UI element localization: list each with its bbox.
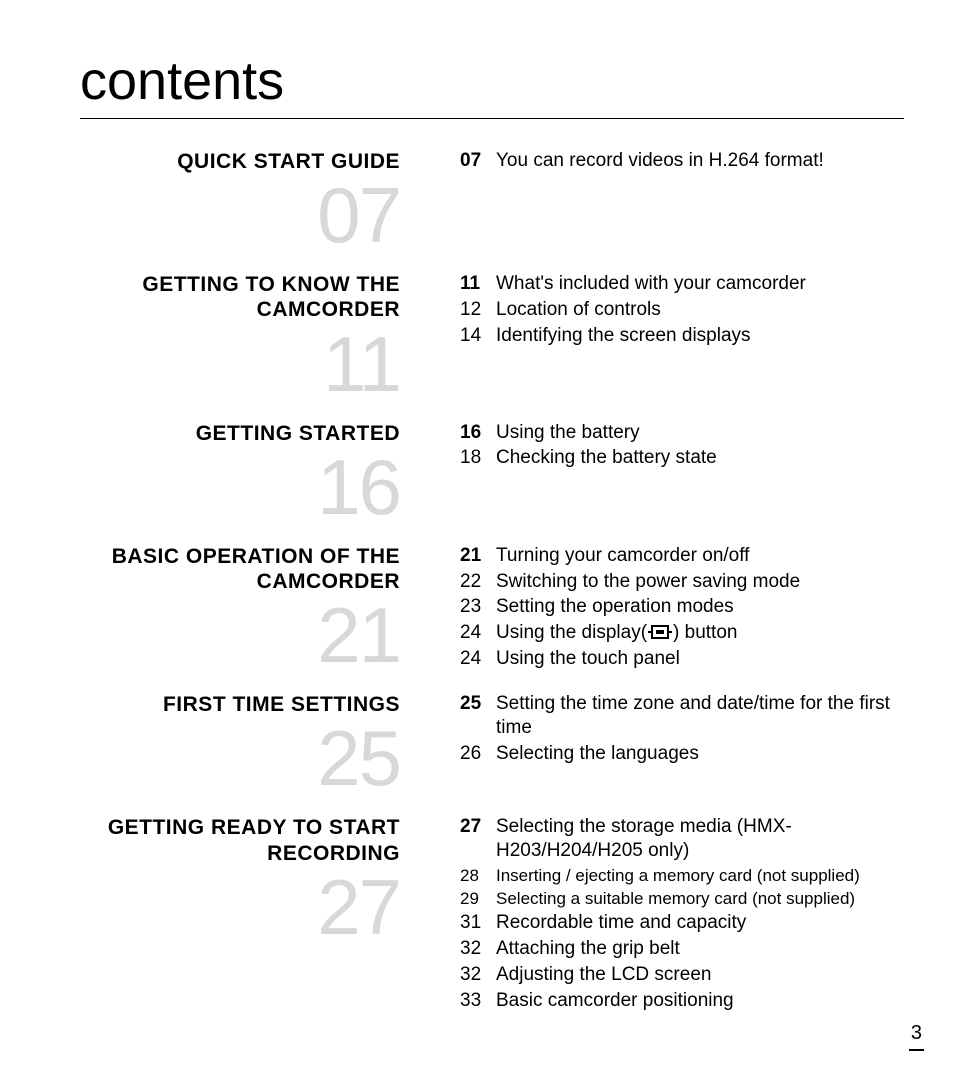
toc-entry: 24Using the touch panel	[460, 647, 894, 671]
entry-text: Setting the time zone and date/time for …	[496, 692, 894, 740]
section-entries: 07You can record videos in H.264 format!	[430, 149, 904, 175]
section-number: 11	[80, 325, 400, 403]
toc-section: BASIC OPERATION OF THE CAMCORDER2121Turn…	[80, 544, 904, 674]
entry-page: 32	[460, 937, 496, 961]
toc-entry: 26Selecting the languages	[460, 742, 894, 766]
entry-text: Adjusting the LCD screen	[496, 963, 894, 987]
entry-text: Checking the battery state	[496, 446, 894, 470]
section-left: GETTING READY TO START RECORDING27	[80, 815, 430, 945]
toc-entry: 11What's included with your camcorder	[460, 272, 894, 296]
toc-entry: 29Selecting a suitable memory card (not …	[460, 888, 894, 909]
entry-page: 27	[460, 815, 496, 839]
section-heading: BASIC OPERATION OF THE CAMCORDER	[80, 544, 400, 594]
entry-page: 16	[460, 421, 496, 445]
toc-entry: 22Switching to the power saving mode	[460, 570, 894, 594]
entry-page: 25	[460, 692, 496, 716]
entry-page: 11	[460, 272, 496, 296]
toc-entry: 28Inserting / ejecting a memory card (no…	[460, 865, 894, 886]
toc-entry: 32Attaching the grip belt	[460, 937, 894, 961]
section-number: 27	[80, 868, 400, 946]
entry-page: 24	[460, 621, 496, 645]
entry-text: Turning your camcorder on/off	[496, 544, 894, 568]
toc-entry: 33Basic camcorder positioning	[460, 989, 894, 1013]
toc-entry: 21Turning your camcorder on/off	[460, 544, 894, 568]
entry-text: Location of controls	[496, 298, 894, 322]
toc-entry: 24Using the display( ) button	[460, 621, 894, 645]
toc-sections: QUICK START GUIDE0707You can record vide…	[80, 149, 904, 1014]
section-entries: 25Setting the time zone and date/time fo…	[430, 692, 904, 767]
toc-entry: 31Recordable time and capacity	[460, 911, 894, 935]
section-number: 16	[80, 448, 400, 526]
entry-page: 23	[460, 595, 496, 619]
section-entries: 16Using the battery18Checking the batter…	[430, 421, 904, 473]
entry-page: 07	[460, 149, 496, 173]
entry-text: You can record videos in H.264 format!	[496, 149, 894, 173]
toc-section: FIRST TIME SETTINGS2525Setting the time …	[80, 692, 904, 797]
section-entries: 11What's included with your camcorder12L…	[430, 272, 904, 349]
entry-page: 26	[460, 742, 496, 766]
entry-page: 31	[460, 911, 496, 935]
entry-page: 14	[460, 324, 496, 348]
entry-text: Inserting / ejecting a memory card (not …	[496, 865, 894, 886]
section-number: 21	[80, 596, 400, 674]
section-left: GETTING STARTED16	[80, 421, 430, 526]
entry-text: Selecting a suitable memory card (not su…	[496, 888, 894, 909]
entry-text: Attaching the grip belt	[496, 937, 894, 961]
section-left: FIRST TIME SETTINGS25	[80, 692, 430, 797]
section-entries: 27Selecting the storage media (HMX-H203/…	[430, 815, 904, 1014]
toc-entry: 16Using the battery	[460, 421, 894, 445]
entry-page: 32	[460, 963, 496, 987]
toc-entry: 23Setting the operation modes	[460, 595, 894, 619]
section-heading: GETTING TO KNOW THE CAMCORDER	[80, 272, 400, 322]
toc-entry: 14Identifying the screen displays	[460, 324, 894, 348]
entry-text: Identifying the screen displays	[496, 324, 894, 348]
section-heading: GETTING READY TO START RECORDING	[80, 815, 400, 865]
entry-text-pre: Using the display(	[496, 622, 647, 643]
entry-text-post: ) button	[673, 622, 737, 643]
entry-page: 22	[460, 570, 496, 594]
entry-page: 29	[460, 888, 496, 909]
section-number: 25	[80, 719, 400, 797]
section-number: 07	[80, 176, 400, 254]
display-icon	[647, 624, 673, 640]
entry-page: 24	[460, 647, 496, 671]
entry-page: 28	[460, 865, 496, 886]
section-entries: 21Turning your camcorder on/off22Switchi…	[430, 544, 904, 673]
toc-entry: 07You can record videos in H.264 format!	[460, 149, 894, 173]
entry-text: Using the display( ) button	[496, 621, 894, 645]
page-number: 3	[909, 1022, 924, 1051]
section-heading: GETTING STARTED	[80, 421, 400, 446]
toc-section: GETTING STARTED1616Using the battery18Ch…	[80, 421, 904, 526]
entry-page: 33	[460, 989, 496, 1013]
toc-entry: 27Selecting the storage media (HMX-H203/…	[460, 815, 894, 863]
entry-page: 18	[460, 446, 496, 470]
entry-text: Selecting the storage media (HMX-H203/H2…	[496, 815, 894, 863]
toc-entry: 18Checking the battery state	[460, 446, 894, 470]
entry-text: Using the touch panel	[496, 647, 894, 671]
toc-section: GETTING TO KNOW THE CAMCORDER1111What's …	[80, 272, 904, 402]
entry-text: Setting the operation modes	[496, 595, 894, 619]
entry-text: Selecting the languages	[496, 742, 894, 766]
entry-page: 12	[460, 298, 496, 322]
entry-text: Recordable time and capacity	[496, 911, 894, 935]
section-left: BASIC OPERATION OF THE CAMCORDER21	[80, 544, 430, 674]
section-left: GETTING TO KNOW THE CAMCORDER11	[80, 272, 430, 402]
toc-entry: 12Location of controls	[460, 298, 894, 322]
toc-section: GETTING READY TO START RECORDING2727Sele…	[80, 815, 904, 1014]
toc-entry: 25Setting the time zone and date/time fo…	[460, 692, 894, 740]
entry-text: Using the battery	[496, 421, 894, 445]
section-left: QUICK START GUIDE07	[80, 149, 430, 254]
page-title: contents	[80, 50, 904, 119]
contents-page: contents QUICK START GUIDE0707You can re…	[0, 0, 954, 1091]
entry-text: Basic camcorder positioning	[496, 989, 894, 1013]
entry-text: What's included with your camcorder	[496, 272, 894, 296]
entry-page: 21	[460, 544, 496, 568]
entry-text: Switching to the power saving mode	[496, 570, 894, 594]
toc-entry: 32Adjusting the LCD screen	[460, 963, 894, 987]
toc-section: QUICK START GUIDE0707You can record vide…	[80, 149, 904, 254]
